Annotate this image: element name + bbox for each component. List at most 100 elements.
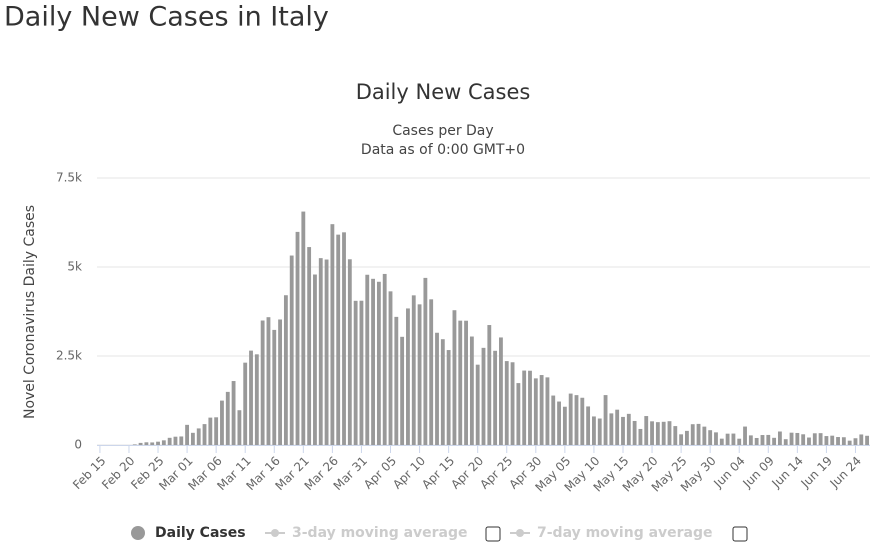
bar	[353, 300, 358, 445]
bar	[429, 299, 434, 445]
bar	[132, 444, 137, 445]
bar	[458, 320, 463, 445]
bar	[725, 433, 730, 445]
bar	[504, 361, 509, 445]
bar	[225, 391, 230, 445]
bar	[760, 435, 765, 445]
bar	[679, 434, 684, 445]
bar	[853, 438, 858, 445]
bar	[301, 211, 306, 445]
legend-label[interactable]: 7-day moving average	[537, 525, 713, 541]
legend-label[interactable]: Daily Cases	[155, 525, 246, 541]
bar	[138, 442, 143, 445]
bar	[347, 259, 352, 445]
chart-subtitle: Data as of 0:00 GMT+0	[361, 142, 525, 158]
bar	[528, 370, 532, 445]
bar	[266, 317, 271, 445]
checkbox[interactable]	[732, 526, 748, 542]
bar	[185, 424, 190, 445]
bar	[638, 428, 643, 445]
chart-title: Daily New Cases	[356, 80, 531, 104]
bar	[650, 421, 654, 445]
bar	[597, 418, 602, 445]
y-tick-label: 0	[74, 438, 82, 452]
bar	[562, 406, 567, 445]
bar	[400, 336, 405, 445]
legend-marker	[131, 526, 145, 540]
bar	[592, 416, 596, 445]
legend-marker	[516, 529, 524, 537]
bar	[295, 231, 300, 445]
x-tick-label: Jun 14	[769, 454, 806, 491]
bar	[731, 433, 736, 445]
bar	[324, 259, 329, 445]
x-tick-label: Jun 09	[740, 454, 777, 491]
x-tick-label: Jun 04	[710, 454, 747, 491]
bar	[621, 416, 625, 445]
x-tick-label: Jun 19	[798, 454, 835, 491]
bar	[557, 401, 561, 445]
x-tick-label: Jun 24	[827, 454, 864, 491]
bar	[231, 381, 236, 445]
bar	[865, 435, 870, 445]
bar	[551, 395, 556, 445]
bar	[243, 362, 248, 445]
bar	[499, 337, 503, 445]
bar	[150, 442, 155, 445]
bar	[156, 441, 160, 445]
bar	[748, 435, 753, 445]
checkbox[interactable]	[485, 526, 501, 542]
bar	[545, 377, 550, 445]
bar	[272, 329, 277, 445]
bar	[423, 277, 428, 445]
bar	[307, 247, 312, 445]
bar	[464, 320, 468, 445]
bar	[766, 434, 771, 445]
bar	[365, 274, 370, 445]
bar	[313, 274, 317, 445]
bar	[359, 300, 364, 445]
bar	[371, 278, 375, 445]
bar	[214, 417, 219, 445]
bar	[708, 430, 713, 445]
bar	[394, 316, 399, 445]
bar	[801, 434, 806, 445]
bar	[609, 413, 614, 445]
bar	[714, 432, 718, 445]
bar	[487, 325, 492, 445]
page-title: Daily New Cases in Italy	[4, 2, 329, 33]
bar	[196, 428, 201, 445]
bar	[772, 437, 777, 445]
bar	[685, 430, 689, 445]
bar	[446, 350, 451, 445]
bar	[237, 410, 242, 445]
bar	[202, 424, 207, 445]
bar	[539, 375, 544, 445]
bar	[603, 395, 608, 445]
y-tick-label: 2.5k	[56, 349, 82, 363]
legend-label[interactable]: 3-day moving average	[292, 525, 468, 541]
bar	[283, 295, 288, 445]
bar	[440, 339, 445, 445]
y-tick-label: 7.5k	[56, 171, 82, 185]
bar	[522, 370, 527, 445]
y-axis-label: Novel Coronavirus Daily Cases	[22, 205, 38, 419]
bar	[586, 406, 591, 445]
bar	[254, 354, 259, 445]
bar	[690, 424, 695, 445]
bar	[818, 433, 823, 445]
bar	[318, 258, 323, 445]
bar	[406, 308, 410, 445]
bar	[388, 291, 393, 445]
bar	[847, 440, 852, 445]
bar	[289, 255, 294, 445]
bar	[190, 432, 195, 445]
bar	[330, 224, 335, 445]
bar	[673, 426, 678, 445]
bar	[807, 437, 811, 445]
bar	[220, 400, 224, 445]
chart-subtitle: Cases per Day	[392, 123, 493, 139]
bar	[278, 319, 282, 445]
bar	[795, 432, 800, 445]
